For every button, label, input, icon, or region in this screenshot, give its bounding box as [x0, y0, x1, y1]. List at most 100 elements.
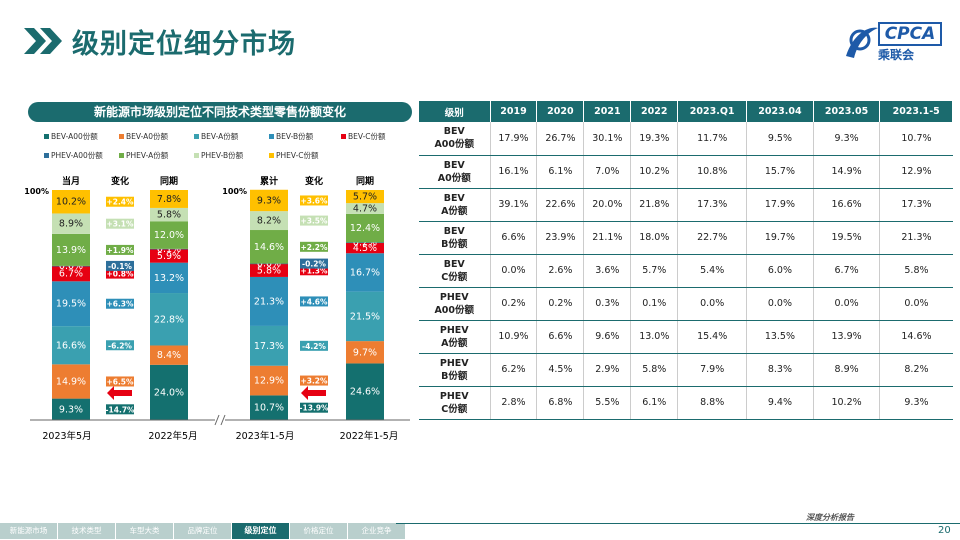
- legend-item: PHEV-A00份额: [44, 150, 103, 161]
- bar-value-label: 8.9%: [59, 219, 83, 230]
- table-cell: 16.1%: [490, 155, 538, 189]
- legend-swatch: [341, 134, 346, 139]
- change-label: +0.8%: [106, 270, 134, 279]
- change-label: +3.6%: [300, 196, 328, 205]
- table-cell: 6.1%: [630, 386, 679, 420]
- bar-value-label: 10.2%: [56, 197, 86, 208]
- legend-swatch: [44, 153, 49, 158]
- table-header-row: 级别 2019 2020 2021 2022 2023.Q1 2023.04 2023.05 2…: [419, 101, 953, 122]
- row-label: BEV A0份额: [419, 155, 491, 189]
- legend-label: BEV-A份额: [201, 132, 239, 141]
- nav-item[interactable]: 企业竞争: [348, 523, 405, 539]
- nav-item[interactable]: 价格定位: [290, 523, 347, 539]
- table-header-cell: 2020: [536, 101, 585, 122]
- table-cell: 10.2%: [630, 155, 679, 189]
- table-cell: 6.1%: [536, 155, 585, 189]
- table-cell: 0.0%: [879, 287, 953, 321]
- legend-swatch: [194, 153, 199, 158]
- row-label-class: C份额: [441, 403, 468, 415]
- table-cell: 13.0%: [630, 320, 679, 354]
- table-cell: 39.1%: [490, 188, 538, 222]
- table-row: BEV C份额 0.0% 2.6% 3.6% 5.7% 5.4% 6.0% 6.7% 5.8%: [419, 254, 953, 288]
- table-header-cell: 级别: [419, 101, 491, 122]
- row-label-class: A0份额: [437, 172, 471, 184]
- column-header: 同期: [160, 175, 178, 187]
- table-cell: 10.2%: [813, 386, 881, 420]
- legend-label: BEV-A00份额: [51, 132, 98, 141]
- nav-item[interactable]: 技术类型: [58, 523, 115, 539]
- legend-swatch: [119, 134, 124, 139]
- bar-segment: [346, 253, 384, 292]
- table-cell: 6.6%: [536, 320, 585, 354]
- table-cell: 6.8%: [536, 386, 585, 420]
- table-header-cell: 2021: [583, 101, 632, 122]
- change-badge: [106, 404, 134, 415]
- table-cell: 6.0%: [746, 254, 814, 288]
- table-cell: 12.9%: [879, 155, 953, 189]
- table-header-cell: 2023.1-5: [879, 101, 953, 122]
- bar-value-label: 9.3%: [59, 404, 83, 415]
- table-cell: 5.5%: [583, 386, 632, 420]
- legend-item: BEV-C份额: [341, 131, 386, 142]
- table-cell: 7.0%: [583, 155, 632, 189]
- row-label-type: BEV: [443, 192, 465, 204]
- red-arrow-icon: [301, 386, 326, 400]
- table-cell: 4.5%: [536, 353, 585, 387]
- change-badge: [106, 196, 134, 207]
- table-cell: 11.7%: [677, 122, 748, 156]
- table-row: BEV A0份额 16.1% 6.1% 7.0% 10.2% 10.8% 15.7% 14.9%…: [419, 155, 953, 189]
- table-cell: 19.5%: [813, 221, 881, 255]
- table-row: BEV B份额 6.6% 23.9% 21.1% 18.0% 22.7% 19.7% 19.5%…: [419, 221, 953, 255]
- change-label: +6.3%: [106, 300, 134, 309]
- table-cell: 17.3%: [879, 188, 953, 222]
- change-badge: [300, 402, 328, 413]
- bar-segment: [150, 364, 188, 420]
- bar-value-label: 5.8%: [157, 210, 181, 221]
- table-row: PHEV B份额 6.2% 4.5% 2.9% 5.8% 7.9% 8.3% 8.9% 8.2%: [419, 353, 953, 387]
- row-label-type: PHEV: [439, 390, 469, 402]
- bar-value-label: 0.2%: [353, 238, 377, 249]
- column-header: 累计: [260, 175, 278, 187]
- table-cell: 5.8%: [630, 353, 679, 387]
- table-cell: 2.6%: [536, 254, 585, 288]
- change-label: +6.5%: [106, 377, 134, 386]
- y-axis-top-label: 100%: [222, 187, 247, 196]
- bar-value-label: 9.7%: [353, 347, 377, 358]
- nav-item[interactable]: 级别定位: [232, 523, 289, 539]
- table-header-cell: 2023.05: [813, 101, 881, 122]
- table-cell: 8.9%: [813, 353, 881, 387]
- table-cell: 22.7%: [677, 221, 748, 255]
- table-cell: 23.9%: [536, 221, 585, 255]
- row-label-class: A00份额: [434, 304, 475, 316]
- table-cell: 6.2%: [490, 353, 538, 387]
- bar-segment: [346, 242, 384, 244]
- table-cell: 6.6%: [490, 221, 538, 255]
- legend-swatch: [194, 134, 199, 139]
- nav-item[interactable]: 新能源市场: [0, 523, 57, 539]
- change-badge: [106, 244, 134, 255]
- bar-segment: [346, 203, 384, 214]
- legend-label: PHEV-C份额: [276, 151, 319, 160]
- table-cell: 0.0%: [677, 287, 748, 321]
- x-axis-label: 2023年5月: [42, 430, 91, 442]
- table-cell: 6.7%: [813, 254, 881, 288]
- table-cell: 9.6%: [583, 320, 632, 354]
- change-label: +2.4%: [106, 198, 134, 207]
- nav-item[interactable]: 车型大类: [116, 523, 173, 539]
- legend-item: BEV-A0份额: [119, 131, 168, 142]
- x-axis-label: 2023年1-5月: [236, 430, 295, 442]
- table-cell: 0.3%: [583, 287, 632, 321]
- nav-item[interactable]: 品牌定位: [174, 523, 231, 539]
- bar-value-label: 0.1%: [157, 244, 181, 255]
- table-cell: 17.9%: [490, 122, 538, 156]
- change-badge: [300, 265, 328, 276]
- bar-value-label: 7.8%: [157, 194, 181, 205]
- table-cell: 5.8%: [879, 254, 953, 288]
- bar-segment: [52, 190, 90, 214]
- table-cell: 18.0%: [630, 221, 679, 255]
- change-badge: [106, 376, 134, 387]
- table-cell: 0.1%: [630, 287, 679, 321]
- bar-value-label: 5.9%: [157, 251, 181, 262]
- row-label: BEV A份额: [419, 188, 491, 222]
- bar-segment: [250, 365, 288, 396]
